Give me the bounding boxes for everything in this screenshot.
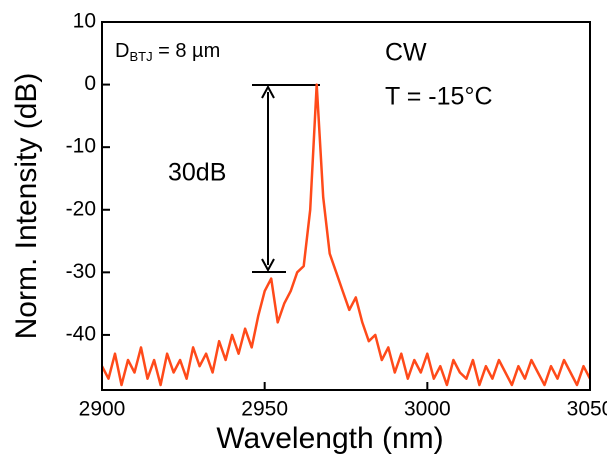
arrow-head: [261, 84, 275, 273]
device-label: DBTJ = 8 µm: [115, 40, 220, 64]
y-tick-label: 10: [73, 10, 96, 33]
x-axis-label: Wavelength (nm): [216, 422, 443, 455]
device-label-rest: = 8 µm: [153, 40, 221, 62]
range-arrow: [252, 84, 320, 273]
y-tick-label: -30: [66, 260, 96, 283]
y-axis-label: Norm. Intensity (dB): [10, 73, 43, 340]
x-tick-label: 2950: [241, 398, 288, 421]
device-label-sub: BTJ: [129, 49, 152, 64]
y-tick-label: -20: [66, 197, 96, 220]
x-tick-label: 3000: [404, 398, 451, 421]
annotation: T = -15°C: [385, 83, 493, 111]
annotation: CW: [385, 39, 427, 67]
spectrum-line: [100, 83, 592, 387]
annotation: 30dB: [168, 159, 226, 187]
x-tick-label: 3050: [567, 398, 607, 421]
plot-frame: [101, 21, 591, 391]
device-label-main: D: [115, 40, 129, 62]
y-tick-label: 0: [84, 72, 96, 95]
y-tick-label: -10: [66, 135, 96, 158]
y-tick-label: -40: [66, 322, 96, 345]
x-tick-label: 2900: [79, 398, 126, 421]
